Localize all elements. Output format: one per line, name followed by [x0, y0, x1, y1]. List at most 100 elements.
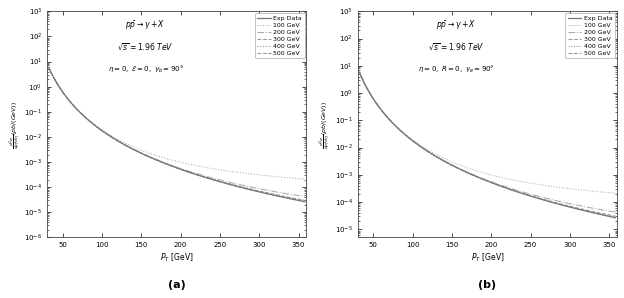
- 400 GeV: [193, 173, 201, 177]
- Exp Data: [511, 189, 519, 193]
- 300 GeV: [61, 93, 68, 96]
- Exp Data: [45, 66, 52, 69]
- Exp Data: [371, 100, 379, 103]
- 400 GeV: [61, 93, 68, 96]
- 300 GeV: [193, 173, 201, 176]
- 500 GeV: [208, 178, 216, 181]
- 200 GeV: [356, 70, 363, 74]
- Y-axis label: $\frac{d^2\sigma}{dp_T^2 d\eta}\left(pb/(GeV)\right)$: $\frac{d^2\sigma}{dp_T^2 d\eta}\left(pb/…: [7, 100, 23, 148]
- Exp Data: [301, 200, 309, 204]
- 300 GeV: [265, 191, 273, 195]
- Text: $\sqrt{s}=1.96\ TeV$: $\sqrt{s}=1.96\ TeV$: [428, 41, 484, 52]
- Exp Data: [504, 187, 512, 190]
- 400 GeV: [265, 192, 273, 195]
- Text: (b): (b): [478, 280, 497, 291]
- 300 GeV: [504, 187, 512, 190]
- 400 GeV: [511, 189, 519, 193]
- Text: $\sqrt{s}=1.96\ TeV$: $\sqrt{s}=1.96\ TeV$: [117, 41, 174, 52]
- 100 GeV: [356, 70, 363, 74]
- 300 GeV: [45, 66, 52, 69]
- 100 GeV: [511, 179, 519, 182]
- Line: 400 GeV: 400 GeV: [49, 67, 305, 201]
- 400 GeV: [208, 178, 216, 181]
- 500 GeV: [193, 173, 201, 177]
- 200 GeV: [200, 174, 208, 178]
- Exp Data: [200, 175, 208, 179]
- Line: 500 GeV: 500 GeV: [359, 72, 615, 218]
- Exp Data: [61, 93, 68, 96]
- Line: Exp Data: Exp Data: [49, 67, 305, 202]
- 400 GeV: [301, 199, 309, 203]
- 300 GeV: [200, 175, 208, 179]
- 400 GeV: [576, 207, 583, 211]
- Legend: Exp Data, 100 GeV, 200 GeV, 300 GeV, 400 GeV, 500 GeV: Exp Data, 100 GeV, 200 GeV, 300 GeV, 400…: [255, 13, 305, 58]
- 400 GeV: [504, 187, 512, 190]
- 200 GeV: [239, 184, 246, 187]
- X-axis label: $P_T$ [GeV]: $P_T$ [GeV]: [160, 251, 193, 264]
- Exp Data: [356, 70, 363, 74]
- 500 GeV: [511, 189, 519, 193]
- 500 GeV: [45, 66, 52, 69]
- 500 GeV: [265, 192, 273, 196]
- 200 GeV: [550, 198, 557, 202]
- 100 GeV: [371, 100, 379, 103]
- 200 GeV: [519, 190, 526, 194]
- Y-axis label: $\frac{d^2\sigma}{dp_T^2 d\eta}\left(pb/(GeV)\right)$: $\frac{d^2\sigma}{dp_T^2 d\eta}\left(pb/…: [318, 100, 333, 148]
- Line: 500 GeV: 500 GeV: [49, 67, 305, 201]
- 100 GeV: [200, 165, 208, 169]
- 100 GeV: [239, 171, 246, 175]
- 200 GeV: [576, 204, 583, 207]
- Text: $p\bar{p} \rightarrow \gamma+X$: $p\bar{p} \rightarrow \gamma+X$: [125, 18, 166, 31]
- 100 GeV: [576, 188, 583, 192]
- Exp Data: [550, 201, 557, 204]
- 300 GeV: [519, 191, 526, 195]
- 400 GeV: [200, 175, 208, 179]
- 300 GeV: [511, 189, 519, 193]
- 300 GeV: [239, 185, 246, 189]
- 100 GeV: [265, 174, 273, 178]
- 200 GeV: [45, 66, 52, 69]
- 200 GeV: [511, 188, 519, 191]
- Legend: Exp Data, 100 GeV, 200 GeV, 300 GeV, 400 GeV, 500 GeV: Exp Data, 100 GeV, 200 GeV, 300 GeV, 400…: [565, 13, 615, 58]
- 500 GeV: [504, 187, 512, 190]
- 100 GeV: [519, 180, 526, 184]
- X-axis label: $P_T$ [GeV]: $P_T$ [GeV]: [470, 251, 504, 264]
- Exp Data: [193, 173, 201, 177]
- 200 GeV: [301, 195, 309, 198]
- 300 GeV: [356, 70, 363, 74]
- Exp Data: [265, 193, 273, 196]
- 200 GeV: [193, 172, 201, 176]
- 300 GeV: [576, 207, 583, 210]
- 200 GeV: [265, 189, 273, 193]
- 100 GeV: [504, 177, 512, 181]
- 300 GeV: [208, 177, 216, 181]
- 100 GeV: [301, 177, 309, 181]
- 400 GeV: [612, 215, 619, 219]
- 100 GeV: [45, 66, 52, 69]
- 500 GeV: [576, 208, 583, 211]
- 500 GeV: [371, 100, 379, 103]
- 300 GeV: [371, 100, 379, 103]
- Text: (a): (a): [168, 280, 185, 291]
- Line: 100 GeV: 100 GeV: [49, 67, 305, 179]
- Text: $\eta=0,\ R=0,\ \gamma_e=90°$: $\eta=0,\ R=0,\ \gamma_e=90°$: [418, 63, 495, 74]
- Exp Data: [519, 192, 526, 195]
- 200 GeV: [612, 210, 619, 214]
- Text: $\eta=0,\ \mathcal{E}=0,\ \gamma_b=90°$: $\eta=0,\ \mathcal{E}=0,\ \gamma_b=90°$: [108, 63, 183, 74]
- Line: 300 GeV: 300 GeV: [359, 72, 615, 216]
- 200 GeV: [208, 176, 216, 180]
- 500 GeV: [612, 216, 619, 219]
- Exp Data: [576, 208, 583, 211]
- 500 GeV: [239, 186, 246, 190]
- 300 GeV: [612, 214, 619, 218]
- Line: 400 GeV: 400 GeV: [359, 72, 615, 217]
- 500 GeV: [301, 200, 309, 203]
- 500 GeV: [200, 175, 208, 179]
- 400 GeV: [519, 192, 526, 195]
- 400 GeV: [550, 201, 557, 204]
- 500 GeV: [356, 70, 363, 74]
- 100 GeV: [208, 167, 216, 170]
- Line: Exp Data: Exp Data: [359, 72, 615, 218]
- Exp Data: [208, 178, 216, 181]
- Line: 200 GeV: 200 GeV: [49, 67, 305, 196]
